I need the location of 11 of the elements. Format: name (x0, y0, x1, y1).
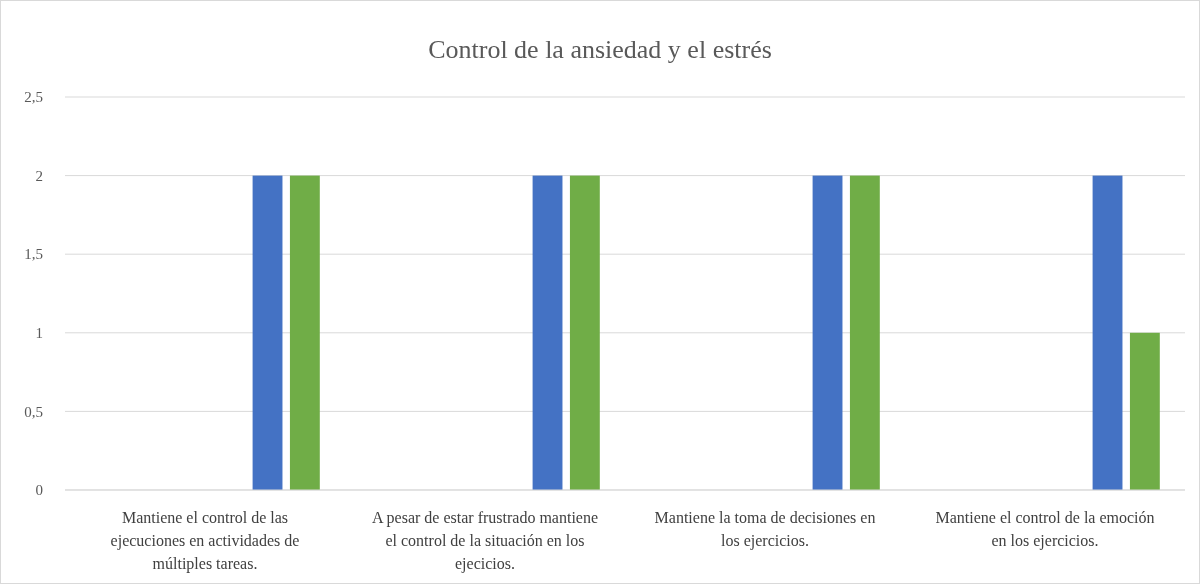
y-tick-label: 1,5 (24, 246, 43, 263)
x-tick-label: Mantiene el control de la emoción en los ejercicios. (935, 509, 1155, 550)
x-tick-label: Mantiene la toma de decisiones en los ejercicios. (654, 509, 876, 550)
y-tick-label: 1 (35, 325, 43, 342)
x-tick-label: Mantiene el control de las ejecuciones en actividades de múltiples tareas. (110, 509, 300, 573)
y-tick-label: 2,5 (24, 89, 43, 106)
y-tick-label: 0,5 (24, 403, 43, 420)
x-tick-label: A pesar de estar frustrado mantiene el control de la situación en los ejecicios. (371, 509, 599, 573)
y-tick-label: 0 (35, 482, 43, 499)
chart-title: Control de la ansiedad y el estrés (428, 35, 772, 64)
y-tick-label: 2 (35, 167, 43, 184)
